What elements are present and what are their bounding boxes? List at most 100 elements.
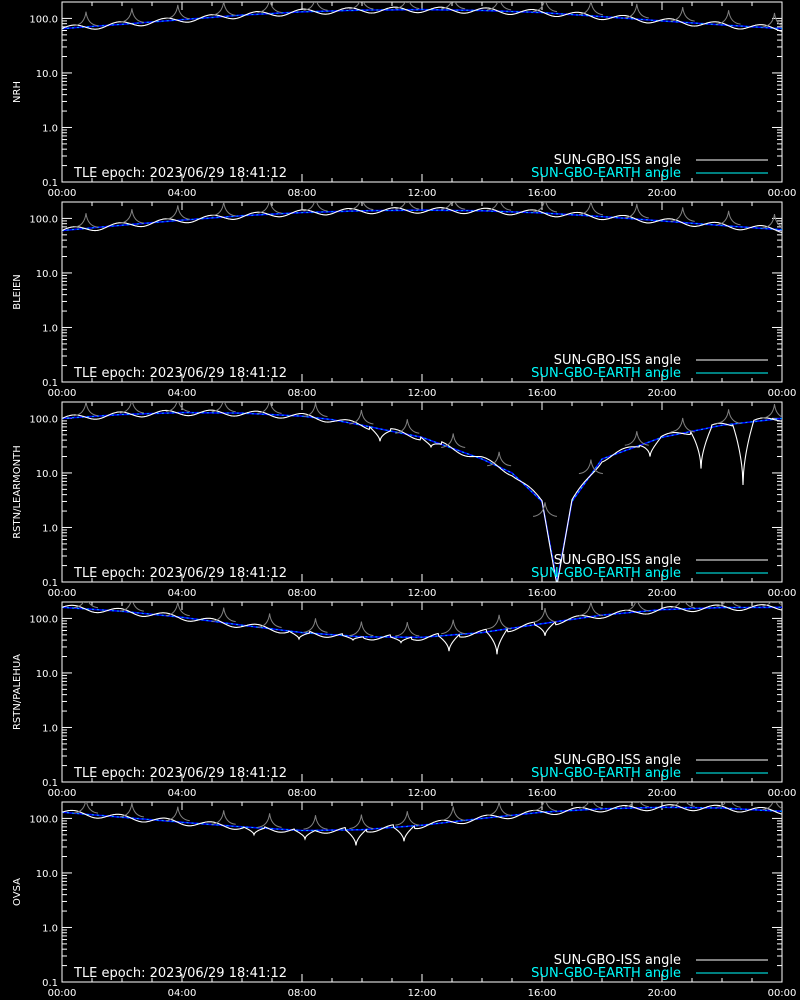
y-tick-label: 100.0 [29, 414, 58, 425]
x-tick-label: 00:00 [768, 988, 797, 999]
y-axis-label: OVSA [12, 878, 23, 906]
iss-angle-spike [716, 602, 741, 607]
x-tick-label: 00:00 [768, 188, 797, 199]
x-tick-label: 08:00 [288, 188, 317, 199]
x-tick-label: 00:00 [768, 588, 797, 599]
x-tick-label: 08:00 [288, 788, 317, 799]
x-tick-label: 04:00 [168, 588, 197, 599]
y-tick-label: 10.0 [36, 269, 58, 280]
iss-angle-spike [441, 619, 466, 635]
x-tick-label: 08:00 [288, 588, 317, 599]
iss-angle-spike [257, 613, 282, 628]
iss-angle-line [62, 409, 782, 582]
iss-angle-spike [624, 802, 649, 808]
iss-angle-spike [624, 602, 649, 612]
iss-angle-spike [211, 607, 236, 623]
earth-angle-line [62, 412, 782, 582]
x-tick-label: 12:00 [408, 788, 437, 799]
iss-angle-spike [73, 11, 99, 27]
x-tick-label: 20:00 [648, 188, 677, 199]
iss-angle-spike [578, 602, 603, 617]
iss-angle-line [62, 6, 782, 32]
earth-angle-line [62, 606, 782, 638]
earth-angle-line-base [62, 606, 782, 639]
iss-angle-spike [624, 203, 649, 219]
iss-angle-spike [762, 404, 782, 419]
y-tick-label: 100.0 [29, 214, 58, 225]
iss-angle-spike [119, 802, 144, 818]
iss-angle-spike [73, 402, 99, 417]
iss-angle-spike [349, 409, 374, 425]
iss-angle-spike [395, 2, 420, 10]
y-axis-label: NRH [12, 81, 23, 103]
plot-area [62, 802, 782, 846]
iss-angle-spike [349, 814, 374, 830]
x-tick-label: 00:00 [768, 388, 797, 399]
iss-angle-spike [532, 2, 558, 13]
y-tick-label: 1.0 [42, 123, 58, 134]
iss-angle-spike [670, 602, 695, 609]
x-tick-label: 04:00 [168, 388, 197, 399]
x-tick-label: 00:00 [48, 188, 77, 199]
x-tick-label: 00:00 [48, 788, 77, 799]
x-tick-label: 04:00 [168, 788, 197, 799]
iss-angle-spike [303, 202, 328, 212]
iss-angle-spike [578, 459, 603, 475]
x-tick-label: 20:00 [648, 988, 677, 999]
x-tick-label: 16:00 [528, 188, 557, 199]
iss-angle-spike [303, 2, 328, 11]
chart-panel-5: 100.010.01.00.100:00 04:00 08:00 12:00 16:00… [12, 801, 797, 999]
x-tick-label: 00:00 [48, 388, 77, 399]
iss-angle-spike [395, 202, 420, 210]
iss-angle-spike [670, 802, 695, 807]
chart-panel-1: 100.010.01.00.100:00 04:00 08:00 12:00 16:00… [12, 1, 797, 199]
iss-angle-spike [532, 502, 558, 517]
iss-angle-spike [119, 8, 144, 23]
iss-angle-spike [73, 213, 99, 228]
iss-angle-spike [349, 621, 374, 637]
x-tick-label: 16:00 [528, 388, 557, 399]
x-tick-label: 12:00 [408, 988, 437, 999]
x-tick-label: 00:00 [768, 788, 797, 799]
y-tick-label: 1.0 [42, 523, 58, 534]
earth-angle-line [62, 806, 782, 831]
legend-earth-label: SUN-GBO-EARTH angle [531, 566, 681, 581]
iss-angle-spike [532, 608, 558, 623]
x-tick-label: 20:00 [648, 588, 677, 599]
iss-angle-spike [487, 614, 512, 630]
y-tick-label: 100.0 [29, 814, 58, 825]
iss-angle-spike [487, 2, 512, 11]
iss-angle-spike [487, 451, 512, 467]
iss-angle-line [62, 604, 782, 655]
legend-earth-label: SUN-GBO-EARTH angle [531, 966, 681, 981]
legend-earth-label: SUN-GBO-EARTH angle [531, 166, 681, 181]
iss-angle-spike [578, 802, 603, 809]
x-tick-label: 08:00 [288, 988, 317, 999]
legend-iss-label: SUN-GBO-ISS angle [554, 153, 681, 168]
iss-angle-spike [165, 4, 190, 20]
iss-angle-spike [395, 811, 420, 826]
iss-angle-spike [73, 602, 99, 609]
iss-angle-spike [578, 202, 603, 216]
x-tick-label: 00:00 [48, 988, 77, 999]
iss-angle-spike [211, 2, 236, 16]
iss-angle-spike [303, 402, 328, 418]
y-tick-label: 0.1 [42, 378, 58, 389]
iss-angle-spike [257, 202, 282, 214]
y-tick-label: 0.1 [42, 178, 58, 189]
plot-area [62, 2, 782, 32]
iss-angle-spike [165, 402, 190, 413]
x-tick-label: 12:00 [408, 588, 437, 599]
earth-angle-line [62, 209, 782, 231]
iss-angle-spike [716, 802, 741, 808]
x-tick-label: 00:00 [48, 588, 77, 599]
iss-angle-spike [716, 10, 741, 25]
legend-iss-label: SUN-GBO-ISS angle [554, 753, 681, 768]
iss-angle-spike [303, 618, 328, 633]
iss-angle-spike [716, 210, 741, 226]
iss-angle-spike [624, 3, 649, 19]
iss-angle-spike [441, 806, 466, 822]
y-tick-label: 10.0 [36, 669, 58, 680]
x-tick-label: 16:00 [528, 788, 557, 799]
x-tick-label: 04:00 [168, 988, 197, 999]
